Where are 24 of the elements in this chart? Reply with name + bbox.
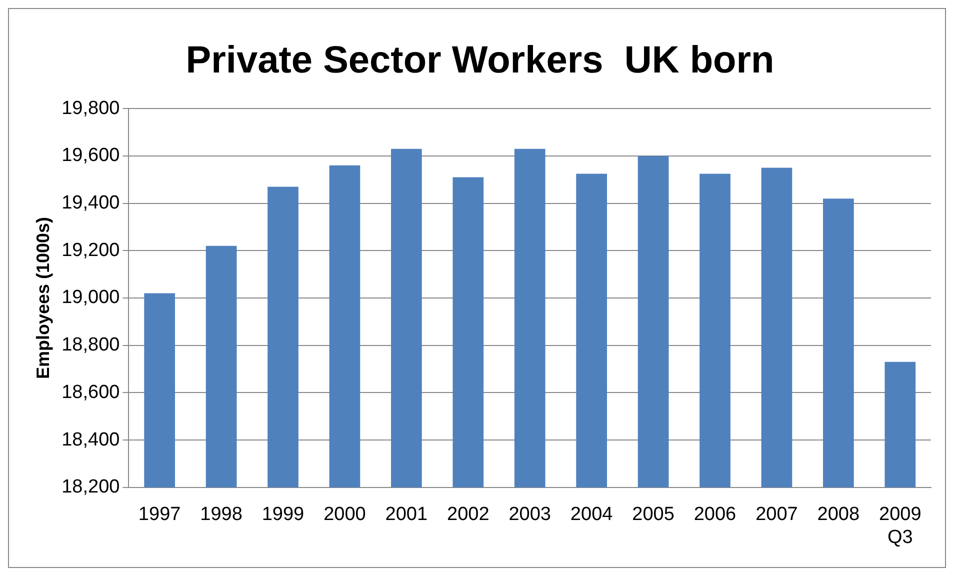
y-tick-label: 18,400 — [62, 429, 120, 450]
x-tick-label: 2006 — [694, 504, 736, 526]
x-tick-label: 1998 — [200, 504, 242, 526]
x-tick-label: 2008 — [817, 504, 860, 526]
x-tick-label: 2000 — [324, 504, 366, 526]
y-tick-label: 19,400 — [62, 192, 120, 214]
x-tick-label: 2003 — [508, 504, 551, 526]
y-tick-label: 19,200 — [62, 240, 120, 261]
x-tick-label: 2009 Q3 — [879, 504, 922, 548]
y-tick-label: 18,600 — [62, 382, 120, 403]
y-tick-label: 18,200 — [62, 476, 120, 498]
y-tick-label: 18,800 — [62, 334, 120, 356]
y-tick-label: 19,000 — [62, 287, 120, 308]
y-tick-label: 19,600 — [62, 145, 120, 166]
x-tick-label: 2004 — [570, 504, 614, 526]
y-axis-title: Employees (1000s) — [32, 216, 53, 380]
y-tick-label: 19,800 — [62, 98, 120, 119]
x-tick-label: 2002 — [447, 504, 490, 526]
x-tick-label: 1999 — [262, 504, 304, 526]
x-tick-label: 2001 — [385, 504, 428, 526]
x-tick-label: 2005 — [632, 504, 674, 526]
x-tick-label: 1997 — [138, 504, 181, 526]
x-tick-label: 2007 — [756, 504, 798, 526]
chart-title: Private Sector Workers UK born — [186, 39, 774, 82]
